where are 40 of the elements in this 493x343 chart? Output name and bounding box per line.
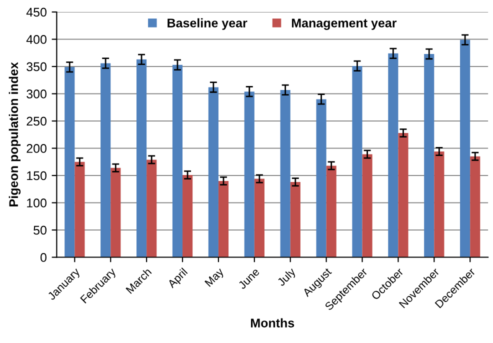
y-tick-label: 400 bbox=[26, 35, 46, 44]
legend-label: Baseline year bbox=[168, 18, 248, 30]
bar bbox=[100, 63, 111, 258]
legend-label: Management year bbox=[292, 18, 397, 30]
bar bbox=[64, 67, 75, 258]
bar bbox=[326, 166, 336, 258]
bar bbox=[362, 154, 372, 258]
y-tick-label: 150 bbox=[27, 171, 46, 180]
y-tick-label: 350 bbox=[26, 62, 46, 72]
bar bbox=[280, 90, 290, 258]
y-tick-label: 300 bbox=[26, 90, 46, 98]
bar bbox=[316, 99, 326, 258]
x-tick-label: May bbox=[204, 267, 226, 288]
bar bbox=[388, 53, 398, 258]
bar bbox=[470, 156, 480, 258]
y-tick-label: 200 bbox=[26, 144, 46, 153]
bar bbox=[74, 162, 85, 258]
y-tick-label: 0 bbox=[40, 253, 46, 262]
y-tick-label: 50 bbox=[34, 226, 46, 235]
bar bbox=[136, 59, 147, 258]
bar bbox=[424, 54, 434, 258]
y-tick-label: 100 bbox=[27, 198, 46, 208]
bar bbox=[244, 92, 254, 258]
bar bbox=[398, 132, 408, 258]
bar bbox=[172, 64, 183, 258]
bar bbox=[254, 178, 264, 258]
x-tick-label: July bbox=[276, 266, 298, 288]
bar bbox=[146, 160, 157, 258]
bar bbox=[434, 152, 444, 258]
bar bbox=[182, 174, 193, 258]
bar bbox=[290, 182, 300, 258]
bar bbox=[352, 66, 362, 258]
bar bbox=[460, 40, 470, 258]
y-axis-title: Pigeon population index bbox=[8, 62, 21, 206]
bar bbox=[110, 168, 121, 258]
y-tick-label: 250 bbox=[26, 116, 46, 126]
bar bbox=[208, 87, 218, 258]
y-tick-label: 450 bbox=[26, 8, 46, 17]
bar bbox=[218, 180, 229, 258]
x-axis-title: Months bbox=[251, 318, 294, 328]
